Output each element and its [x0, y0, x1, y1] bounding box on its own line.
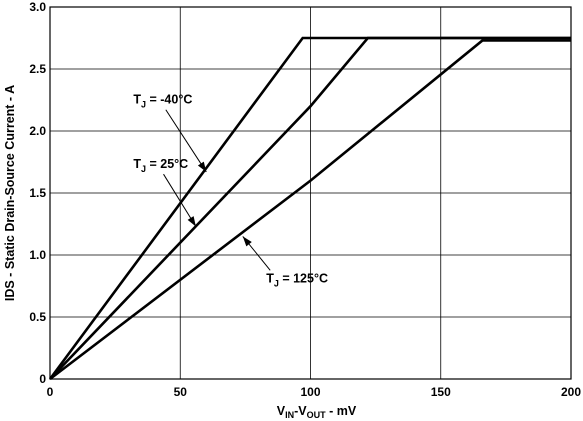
y-tick-label: 0 [39, 372, 46, 386]
annotation-arrow-head [187, 216, 196, 227]
x-tick-label: 100 [300, 385, 320, 399]
series-line-tj-25 [49, 36, 571, 380]
y-tick-label: 2.5 [29, 62, 46, 76]
series-label-tj-125: TJ = 125°C [266, 271, 328, 288]
y-tick-label: 3.0 [29, 0, 46, 14]
x-tick-label: 50 [174, 385, 188, 399]
y-tick-label: 0.5 [29, 310, 46, 324]
x-tick-label: 150 [431, 385, 451, 399]
grid [50, 7, 571, 379]
plot-frame [49, 6, 572, 380]
y-axis-label: IDS - Static Drain-Source Current - A [3, 85, 17, 301]
y-axis-ticks: 0 0.5 1.0 1.5 2.0 2.5 3.0 [29, 0, 46, 386]
annotation-arrow-head [197, 161, 207, 172]
y-tick-label: 1.5 [29, 186, 46, 200]
x-tick-label: 0 [47, 385, 54, 399]
y-tick-label: 2.0 [29, 124, 46, 138]
series-label-tj-25: TJ = 25°C [133, 157, 188, 174]
y-tick-label: 1.0 [29, 248, 46, 262]
x-tick-label: 200 [561, 385, 581, 399]
annotation-arrow-line [163, 173, 197, 227]
x-axis-ticks: 0 50 100 150 200 [47, 385, 582, 399]
series-annotations: TJ = -40°C TJ = 25°C TJ = 125°C [133, 93, 328, 289]
x-axis-label: VIN-VOUT - mV [277, 404, 357, 420]
series-label-tj-minus40: TJ = -40°C [133, 93, 192, 110]
annotation-arrow-head [242, 236, 252, 247]
series-line-tj-125 [49, 39, 571, 381]
series-lines [48, 36, 571, 381]
annotation-arrow-line [165, 109, 207, 173]
